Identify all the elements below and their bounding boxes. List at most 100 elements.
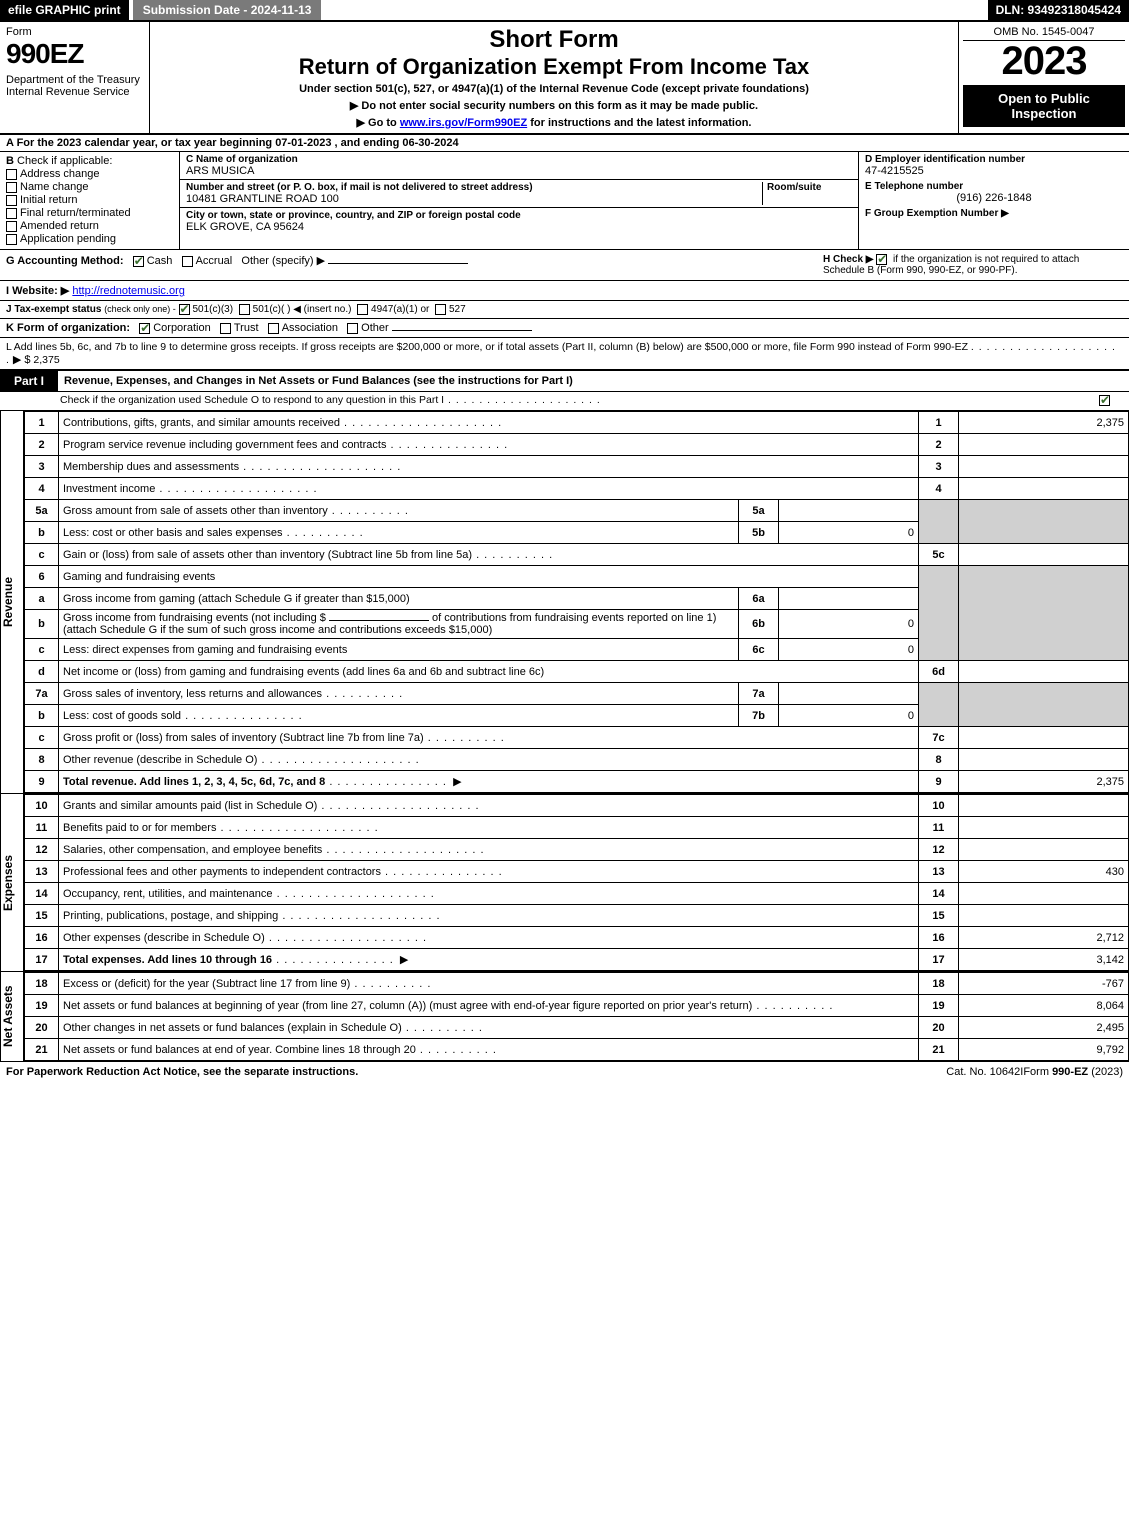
- b-label: B: [6, 155, 14, 167]
- row-k: K Form of organization: Corporation Trus…: [0, 319, 1129, 338]
- chk-amended-return[interactable]: Amended return: [6, 220, 173, 232]
- part-1-check-row: Check if the organization used Schedule …: [0, 392, 1129, 411]
- chk-accrual[interactable]: [182, 256, 193, 267]
- line-3: 3 Membership dues and assessments 3: [25, 456, 1129, 478]
- line-6d: d Net income or (loss) from gaming and f…: [25, 661, 1129, 683]
- tax-year: 2023: [963, 41, 1125, 81]
- info-grid: B Check if applicable: Address change Na…: [0, 152, 1129, 250]
- line-4: 4 Investment income 4: [25, 478, 1129, 500]
- ein-row: D Employer identification number 47-4215…: [865, 154, 1123, 177]
- chk-name-change[interactable]: Name change: [6, 181, 173, 193]
- chk-application-pending[interactable]: Application pending: [6, 233, 173, 245]
- k-label: K Form of organization:: [6, 322, 130, 334]
- part-1-check-text: Check if the organization used Schedule …: [60, 394, 444, 406]
- top-bar: efile GRAPHIC print Submission Date - 20…: [0, 0, 1129, 22]
- line-19: 19 Net assets or fund balances at beginn…: [25, 995, 1129, 1017]
- chk-cash[interactable]: [133, 256, 144, 267]
- column-c: C Name of organization ARS MUSICA Number…: [180, 152, 859, 249]
- chk-final-return[interactable]: Final return/terminated: [6, 207, 173, 219]
- l-arrow: ▶ $: [13, 354, 31, 366]
- j-note: (check only one) -: [104, 304, 176, 314]
- l-text: L Add lines 5b, 6c, and 7b to line 9 to …: [6, 341, 968, 353]
- line-19-value: 8,064: [959, 995, 1129, 1017]
- instruction-2-pre: ▶ Go to: [357, 117, 400, 129]
- revenue-vert-label: Revenue: [0, 411, 24, 793]
- department-label: Department of the Treasury Internal Reve…: [6, 74, 143, 98]
- line-9: 9 Total revenue. Add lines 1, 2, 3, 4, 5…: [25, 771, 1129, 793]
- revenue-table: 1 Contributions, gifts, grants, and simi…: [24, 411, 1129, 793]
- line-13: 13 Professional fees and other payments …: [25, 861, 1129, 883]
- form-word: Form: [6, 26, 143, 38]
- line-5c: c Gain or (loss) from sale of assets oth…: [25, 544, 1129, 566]
- chk-trust[interactable]: [220, 323, 231, 334]
- chk-501c[interactable]: [239, 304, 250, 315]
- room-hdr: Room/suite: [767, 182, 852, 193]
- tel-value: (916) 226-1848: [865, 192, 1123, 204]
- chk-schedule-o[interactable]: [1099, 395, 1110, 406]
- expenses-table: 10 Grants and similar amounts paid (list…: [24, 794, 1129, 971]
- chk-address-change[interactable]: Address change: [6, 168, 173, 180]
- accounting-method: G Accounting Method: Cash Accrual Other …: [6, 254, 823, 276]
- chk-4947[interactable]: [357, 304, 368, 315]
- line-17: 17 Total expenses. Add lines 10 through …: [25, 949, 1129, 971]
- footer-cat-no: Cat. No. 10642I: [946, 1066, 1023, 1078]
- line-8: 8 Other revenue (describe in Schedule O)…: [25, 749, 1129, 771]
- chk-527[interactable]: [435, 304, 446, 315]
- expenses-section: Expenses 10 Grants and similar amounts p…: [0, 794, 1129, 972]
- line-2: 2 Program service revenue including gove…: [25, 434, 1129, 456]
- line-21: 21 Net assets or fund balances at end of…: [25, 1039, 1129, 1061]
- ein-hdr: D Employer identification number: [865, 154, 1123, 165]
- j-label: J Tax-exempt status: [6, 304, 101, 315]
- section-a: A For the 2023 calendar year, or tax yea…: [0, 135, 1129, 152]
- chk-501c3[interactable]: [179, 304, 190, 315]
- line-11: 11 Benefits paid to or for members 11: [25, 817, 1129, 839]
- irs-link[interactable]: www.irs.gov/Form990EZ: [400, 117, 527, 129]
- chk-corporation[interactable]: [139, 323, 150, 334]
- row-g-h: G Accounting Method: Cash Accrual Other …: [0, 250, 1129, 281]
- instruction-1: ▶ Do not enter social security numbers o…: [158, 99, 950, 112]
- line-6c-value: 0: [779, 639, 919, 661]
- line-7c: c Gross profit or (loss) from sales of i…: [25, 727, 1129, 749]
- revenue-section: Revenue 1 Contributions, gifts, grants, …: [0, 411, 1129, 794]
- expenses-vert-label: Expenses: [0, 794, 24, 971]
- line-15: 15 Printing, publications, postage, and …: [25, 905, 1129, 927]
- chk-initial-return[interactable]: Initial return: [6, 194, 173, 206]
- part-1-label: Part I: [0, 371, 58, 391]
- chk-other-org[interactable]: [347, 323, 358, 334]
- line-13-value: 430: [959, 861, 1129, 883]
- line-7a: 7a Gross sales of inventory, less return…: [25, 683, 1129, 705]
- line-20: 20 Other changes in net assets or fund b…: [25, 1017, 1129, 1039]
- header-center: Short Form Return of Organization Exempt…: [150, 22, 959, 133]
- chk-schedule-b[interactable]: [876, 254, 887, 265]
- group-hdr: F Group Exemption Number ▶: [865, 208, 1123, 219]
- page-footer: For Paperwork Reduction Act Notice, see …: [0, 1062, 1129, 1082]
- line-17-value: 3,142: [959, 949, 1129, 971]
- row-l: L Add lines 5b, 6c, and 7b to line 9 to …: [0, 338, 1129, 371]
- efile-label[interactable]: efile GRAPHIC print: [0, 0, 129, 20]
- i-label: I Website: ▶: [6, 285, 69, 297]
- chk-association[interactable]: [268, 323, 279, 334]
- dln-number: DLN: 93492318045424: [988, 0, 1129, 20]
- tel-row: E Telephone number (916) 226-1848: [865, 181, 1123, 204]
- line-7b-value: 0: [779, 705, 919, 727]
- city-hdr: City or town, state or province, country…: [186, 210, 852, 221]
- line-12: 12 Salaries, other compensation, and emp…: [25, 839, 1129, 861]
- line-1-value: 2,375: [959, 412, 1129, 434]
- short-form-label: Short Form: [158, 26, 950, 54]
- website-link[interactable]: http://rednotemusic.org: [72, 285, 185, 297]
- instruction-2: ▶ Go to www.irs.gov/Form990EZ for instru…: [158, 116, 950, 129]
- city-row: City or town, state or province, country…: [180, 208, 858, 235]
- line-9-value: 2,375: [959, 771, 1129, 793]
- instruction-2-post: for instructions and the latest informat…: [527, 117, 751, 129]
- net-assets-vert-label: Net Assets: [0, 972, 24, 1061]
- group-row: F Group Exemption Number ▶: [865, 208, 1123, 219]
- ein-value: 47-4215525: [865, 165, 1123, 177]
- h-section: H Check ▶ if the organization is not req…: [823, 254, 1123, 276]
- tel-hdr: E Telephone number: [865, 181, 1123, 192]
- line-6: 6 Gaming and fundraising events: [25, 566, 1129, 588]
- submission-date: Submission Date - 2024-11-13: [133, 0, 322, 20]
- form-title: Return of Organization Exempt From Incom…: [158, 54, 950, 80]
- org-name-hdr: C Name of organization: [186, 154, 852, 165]
- l-value: 2,375: [33, 354, 59, 366]
- net-assets-section: Net Assets 18 Excess or (deficit) for th…: [0, 972, 1129, 1062]
